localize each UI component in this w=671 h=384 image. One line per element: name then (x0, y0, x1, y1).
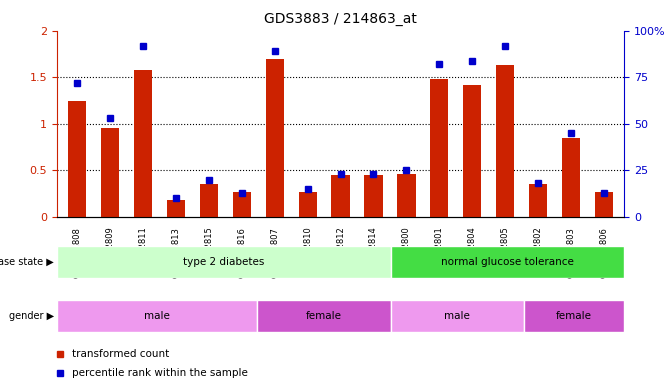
Bar (397, 174, 415, 217)
Bar (464, 85, 482, 217)
Bar (529, 184, 548, 217)
Text: male: male (444, 311, 470, 321)
Bar (331, 175, 350, 217)
Bar (257, 300, 391, 332)
Bar (57, 246, 391, 278)
Bar (101, 129, 119, 217)
Text: female: female (306, 311, 342, 321)
Bar (430, 79, 448, 217)
Text: GDS3883 / 214863_at: GDS3883 / 214863_at (264, 12, 417, 25)
Bar (391, 300, 524, 332)
Text: percentile rank within the sample: percentile rank within the sample (72, 368, 248, 378)
Text: male: male (144, 311, 170, 321)
Bar (391, 246, 624, 278)
Bar (497, 65, 515, 217)
Text: transformed count: transformed count (72, 349, 170, 359)
Text: gender ▶: gender ▶ (9, 311, 54, 321)
Bar (199, 184, 217, 217)
Bar (233, 192, 251, 217)
Bar (68, 101, 86, 217)
Text: female: female (556, 311, 592, 321)
Text: type 2 diabetes: type 2 diabetes (183, 257, 264, 267)
Bar (595, 192, 613, 217)
Bar (266, 59, 284, 217)
Bar (134, 70, 152, 217)
Bar (166, 200, 185, 217)
Text: disease state ▶: disease state ▶ (0, 257, 54, 267)
Bar (562, 138, 580, 217)
Bar (299, 192, 317, 217)
Text: normal glucose tolerance: normal glucose tolerance (441, 257, 574, 267)
Bar (57, 300, 257, 332)
Bar (524, 300, 624, 332)
Bar (364, 175, 382, 217)
